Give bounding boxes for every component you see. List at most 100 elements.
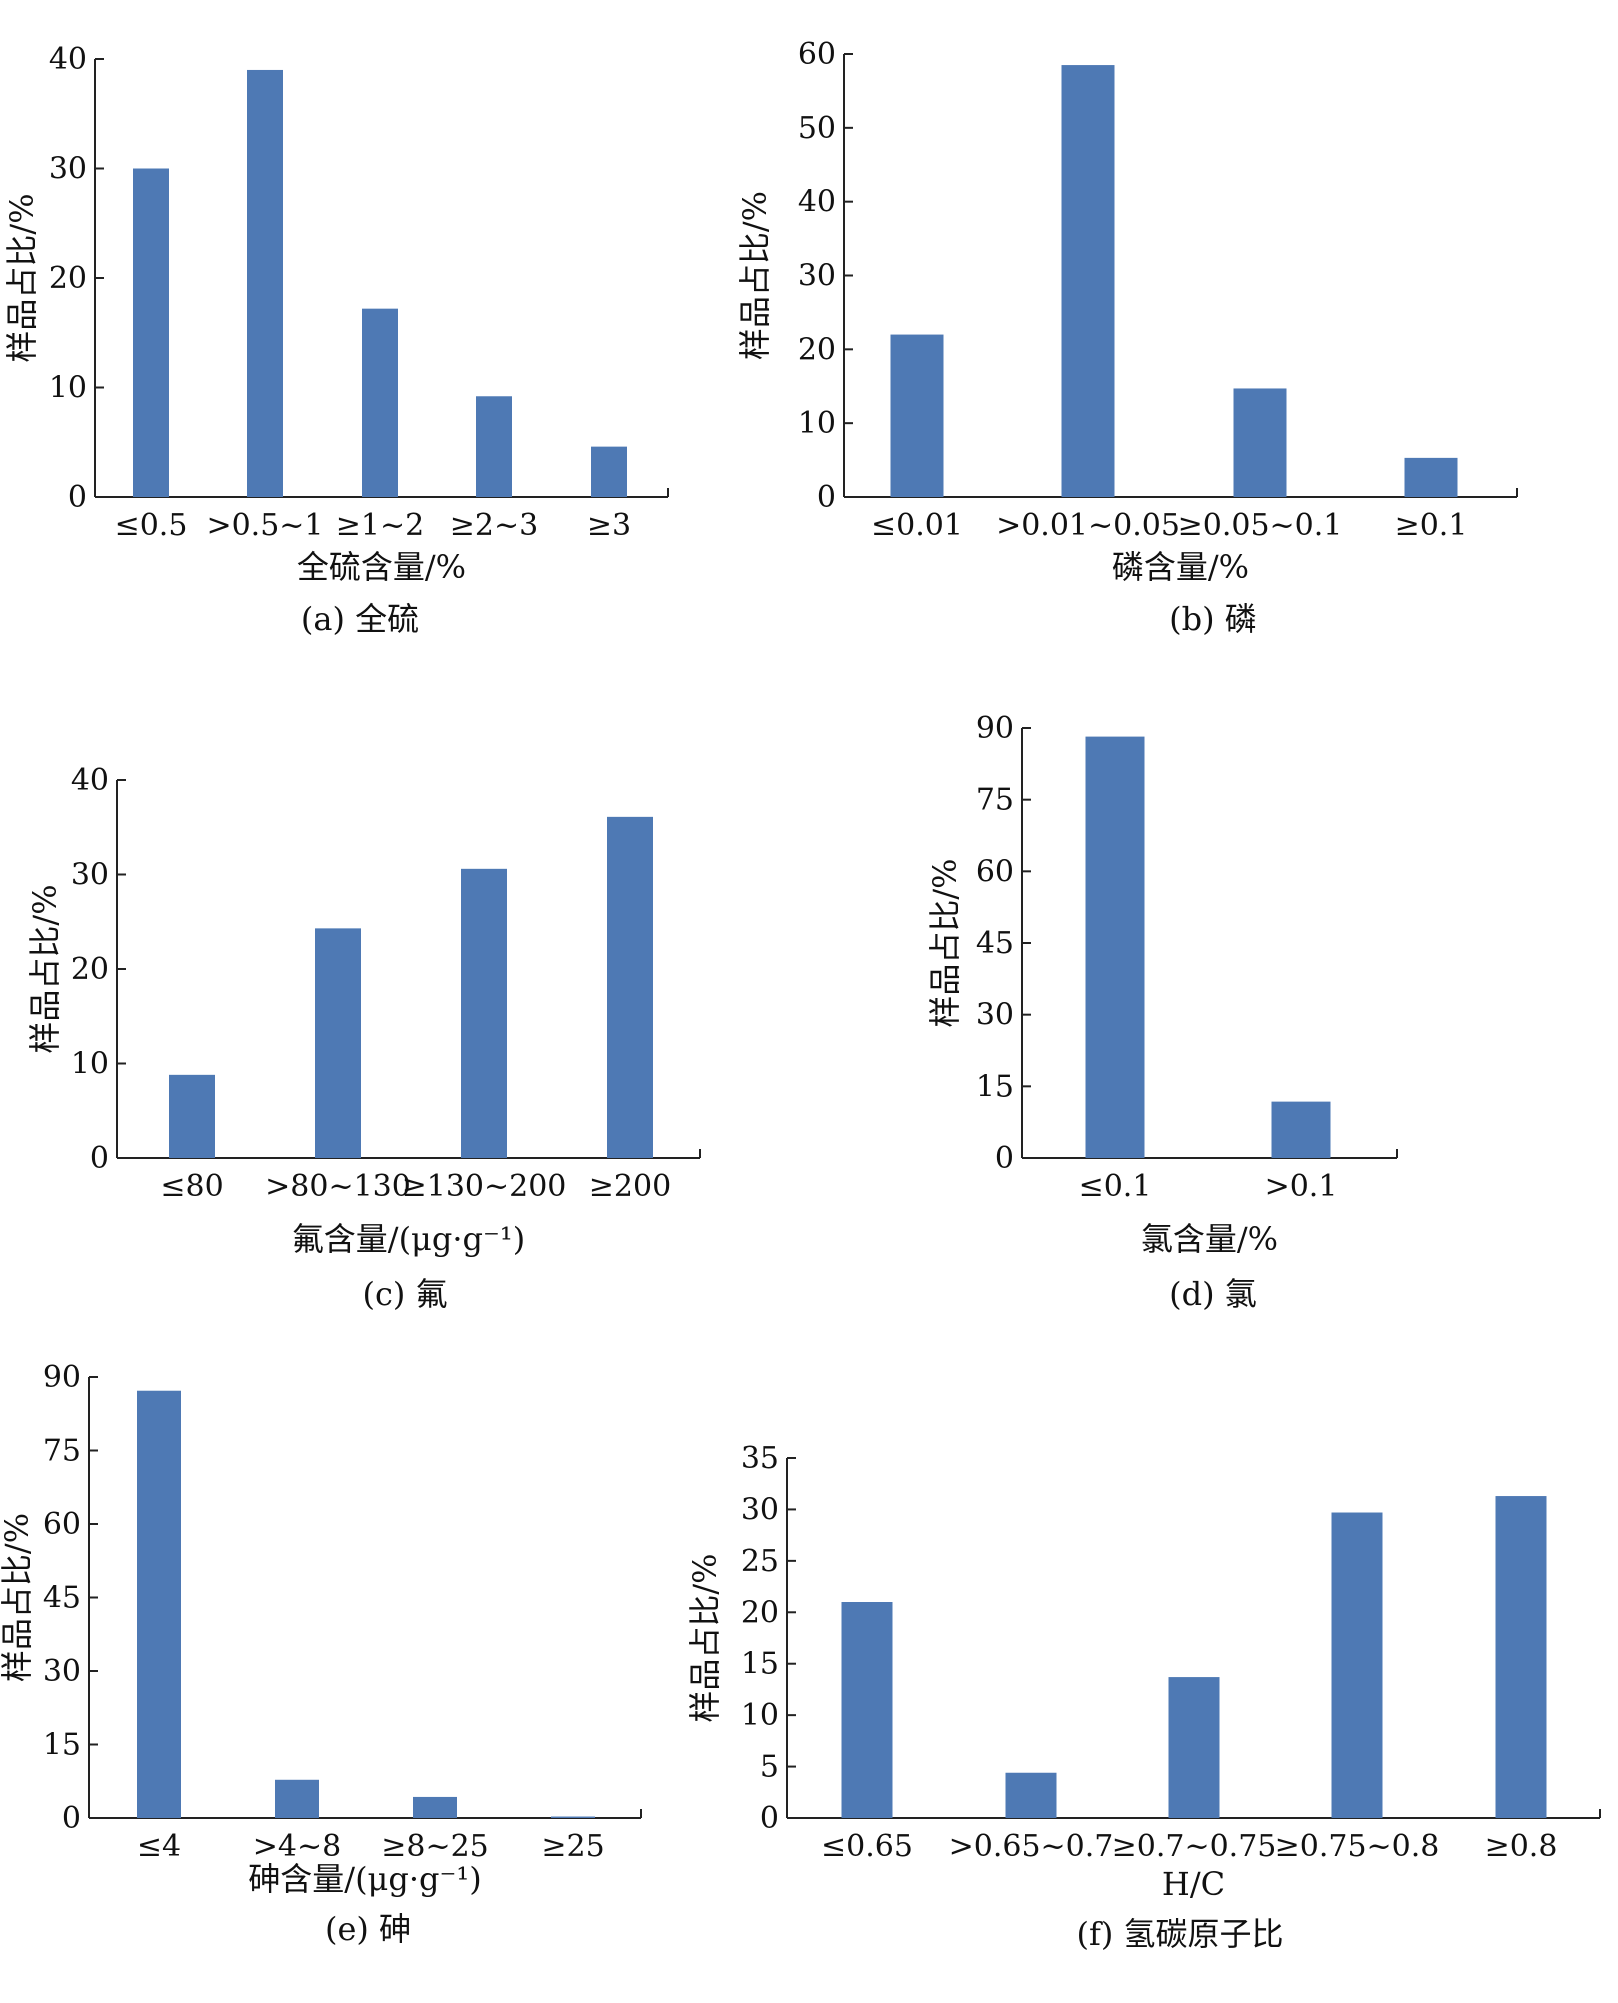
bar bbox=[1233, 388, 1287, 497]
bar bbox=[1168, 1677, 1220, 1818]
bar bbox=[1404, 457, 1458, 497]
y-tick-label: 25 bbox=[741, 1544, 779, 1579]
y-tick-label: 40 bbox=[71, 763, 109, 798]
chart-caption: (d) 氯 bbox=[1169, 1275, 1257, 1313]
y-axis-title: 样品占比/% bbox=[26, 884, 64, 1053]
bar bbox=[315, 928, 361, 1158]
bar bbox=[476, 396, 512, 497]
bar bbox=[362, 308, 398, 497]
bar bbox=[1495, 1496, 1547, 1818]
y-axis-title: 样品占比/% bbox=[926, 858, 964, 1027]
chart-caption: (f) 氢碳原子比 bbox=[1077, 1915, 1284, 1953]
chart-caption: (b) 磷 bbox=[1169, 600, 1257, 638]
x-tick-label: ≥0.75~0.8 bbox=[1275, 1829, 1440, 1864]
x-tick-label: ≥2~3 bbox=[450, 508, 538, 543]
y-tick-label: 20 bbox=[71, 952, 109, 987]
y-tick-label: 75 bbox=[976, 783, 1014, 818]
y-tick-label: 50 bbox=[798, 111, 836, 146]
x-tick-label: ≥0.05~0.1 bbox=[1178, 508, 1343, 543]
y-tick-label: 30 bbox=[798, 259, 836, 294]
x-tick-label: ≤0.5 bbox=[115, 508, 188, 543]
chart-caption: (a) 全硫 bbox=[301, 600, 419, 638]
x-axis-title: 氯含量/% bbox=[1141, 1220, 1278, 1258]
y-tick-label: 15 bbox=[976, 1069, 1014, 1104]
bar bbox=[890, 334, 944, 497]
chart-caption: (c) 氟 bbox=[362, 1275, 447, 1313]
y-tick-label: 0 bbox=[90, 1141, 109, 1176]
y-tick-label: 30 bbox=[71, 858, 109, 893]
y-tick-label: 0 bbox=[760, 1801, 779, 1836]
x-tick-label: ≤80 bbox=[160, 1169, 223, 1204]
x-tick-label: ≥1~2 bbox=[336, 508, 424, 543]
bar bbox=[137, 1390, 181, 1818]
x-tick-label: ≥0.1 bbox=[1395, 508, 1468, 543]
y-tick-label: 45 bbox=[43, 1581, 81, 1616]
bar bbox=[1005, 1772, 1057, 1818]
y-tick-label: 30 bbox=[43, 1654, 81, 1689]
bar bbox=[413, 1796, 457, 1818]
bar bbox=[841, 1602, 893, 1818]
y-tick-label: 60 bbox=[798, 37, 836, 72]
y-tick-label: 15 bbox=[741, 1647, 779, 1682]
y-tick-label: 30 bbox=[49, 152, 87, 187]
bar bbox=[133, 168, 169, 497]
y-tick-label: 5 bbox=[760, 1750, 779, 1785]
x-tick-label: ≥0.8 bbox=[1485, 1829, 1558, 1864]
y-tick-label: 20 bbox=[798, 332, 836, 367]
bar bbox=[607, 816, 653, 1158]
bar bbox=[1331, 1512, 1383, 1818]
x-tick-label: ≥130~200 bbox=[402, 1169, 567, 1204]
y-tick-label: 0 bbox=[68, 480, 87, 515]
y-tick-label: 0 bbox=[995, 1141, 1014, 1176]
y-tick-label: 10 bbox=[71, 1047, 109, 1082]
x-tick-label: ≤0.65 bbox=[821, 1829, 913, 1864]
bar bbox=[275, 1779, 319, 1818]
x-tick-label: ≥0.7~0.75 bbox=[1112, 1829, 1277, 1864]
x-tick-label: ≤0.1 bbox=[1079, 1169, 1152, 1204]
x-tick-label: >0.01~0.05 bbox=[996, 508, 1180, 543]
y-tick-label: 90 bbox=[976, 711, 1014, 746]
y-tick-label: 40 bbox=[49, 42, 87, 77]
x-tick-label: >0.1 bbox=[1265, 1169, 1338, 1204]
x-axis-title: 全硫含量/% bbox=[297, 548, 466, 586]
y-tick-label: 90 bbox=[43, 1360, 81, 1395]
y-tick-label: 10 bbox=[798, 406, 836, 441]
bar bbox=[591, 446, 627, 497]
x-tick-label: ≤4 bbox=[137, 1829, 181, 1864]
x-tick-label: >4~8 bbox=[253, 1829, 341, 1864]
chart-panel-e: 0 15 30 45 60 75 90 ≤4 >4~8 ≥8~25 ≥25 样品占比/% 砷含量/(μg… bbox=[0, 1360, 642, 1948]
x-tick-label: ≥25 bbox=[541, 1829, 604, 1864]
y-tick-label: 30 bbox=[741, 1492, 779, 1527]
y-tick-label: 30 bbox=[976, 998, 1014, 1033]
chart-panel-d: 0 15 30 45 60 75 90 ≤0.1 >0.1 样品占比/% 氯含量/% (d) 氯 bbox=[926, 711, 1398, 1313]
y-tick-label: 75 bbox=[43, 1434, 81, 1469]
x-tick-label: ≥200 bbox=[589, 1169, 671, 1204]
y-tick-label: 45 bbox=[976, 926, 1014, 961]
x-axis-title: 氟含量/(μg·g⁻¹) bbox=[292, 1220, 525, 1258]
x-tick-label: ≤0.01 bbox=[871, 508, 963, 543]
chart-caption: (e) 砷 bbox=[325, 1910, 411, 1948]
y-axis-title: 样品占比/% bbox=[686, 1553, 724, 1722]
y-tick-label: 20 bbox=[49, 261, 87, 296]
x-tick-label: >0.65~0.7 bbox=[949, 1829, 1114, 1864]
bar bbox=[551, 1816, 595, 1818]
y-axis-title: 样品占比/% bbox=[0, 1513, 36, 1682]
bar bbox=[1271, 1101, 1331, 1158]
y-axis-title: 样品占比/% bbox=[736, 191, 774, 360]
chart-panel-a: 0 10 20 30 40 ≤0.5 >0.5~1 ≥1~2 ≥2~3 ≥3 样品占比/% 全硫含量/… bbox=[3, 42, 669, 638]
x-tick-label: ≥3 bbox=[587, 508, 631, 543]
bar bbox=[169, 1074, 215, 1158]
bar bbox=[1061, 65, 1115, 497]
x-axis-title: 砷含量/(μg·g⁻¹) bbox=[248, 1860, 481, 1898]
chart-panel-c: 0 10 20 30 40 ≤80 >80~130≥130~200 ≥200 样品占比/% 氟含量… bbox=[26, 763, 701, 1313]
y-tick-label: 10 bbox=[49, 371, 87, 406]
bar bbox=[461, 868, 507, 1158]
bar bbox=[247, 69, 283, 497]
y-tick-label: 40 bbox=[798, 185, 836, 220]
y-tick-label: 60 bbox=[43, 1507, 81, 1542]
y-tick-label: 35 bbox=[741, 1441, 779, 1476]
y-tick-label: 60 bbox=[976, 854, 1014, 889]
y-axis-title: 样品占比/% bbox=[3, 193, 41, 362]
